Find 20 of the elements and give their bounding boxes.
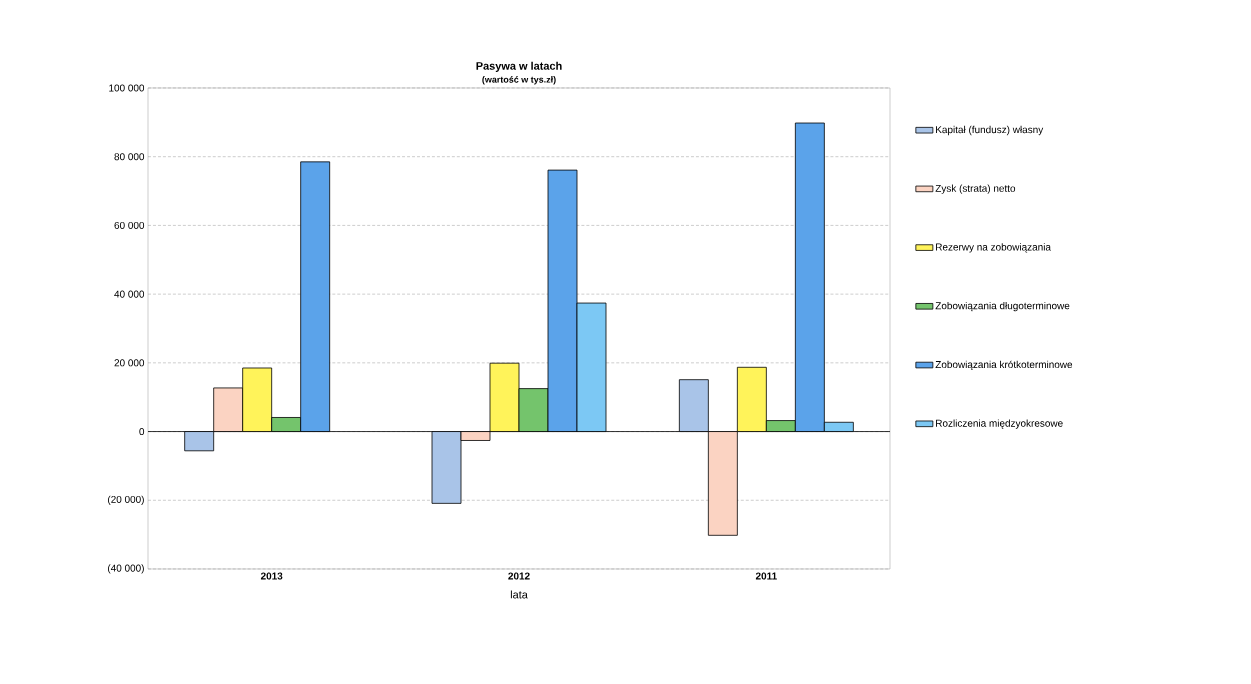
y-tick-label: (40 000) [108,564,144,574]
legend-label: Zobowiązania długoterminowe [935,301,1070,312]
y-tick-label: (20 000) [108,495,144,505]
y-tick-label: 0 [139,428,145,436]
legend-label: Rezerwy na zobowiązania [936,243,1051,253]
y-tick-label: 80 000 [114,153,145,161]
legend-label: Zobowiązania krótkoterminowe [935,360,1073,371]
y-tick-label: 20 000 [114,359,145,367]
x-axis-title: lata [510,590,528,599]
y-tick-label: 40 000 [114,290,145,298]
x-tick-label: 2011 [755,572,777,580]
y-tick-label: 60 000 [114,221,145,229]
x-tick-label: 2013 [260,572,283,580]
chart-title: Pasywa w latach [476,61,562,72]
legend-label: Rozliczenia międzyokresowe [936,419,1063,429]
chart-subtitle: (wartość w tys.zł) [482,76,556,85]
x-tick-label: 2012 [508,572,530,580]
y-tick-label: 100 000 [109,84,145,92]
legend-label: Kapitał (fundusz) własny [936,125,1044,136]
legend-label: Zysk (strata) netto [935,184,1016,194]
